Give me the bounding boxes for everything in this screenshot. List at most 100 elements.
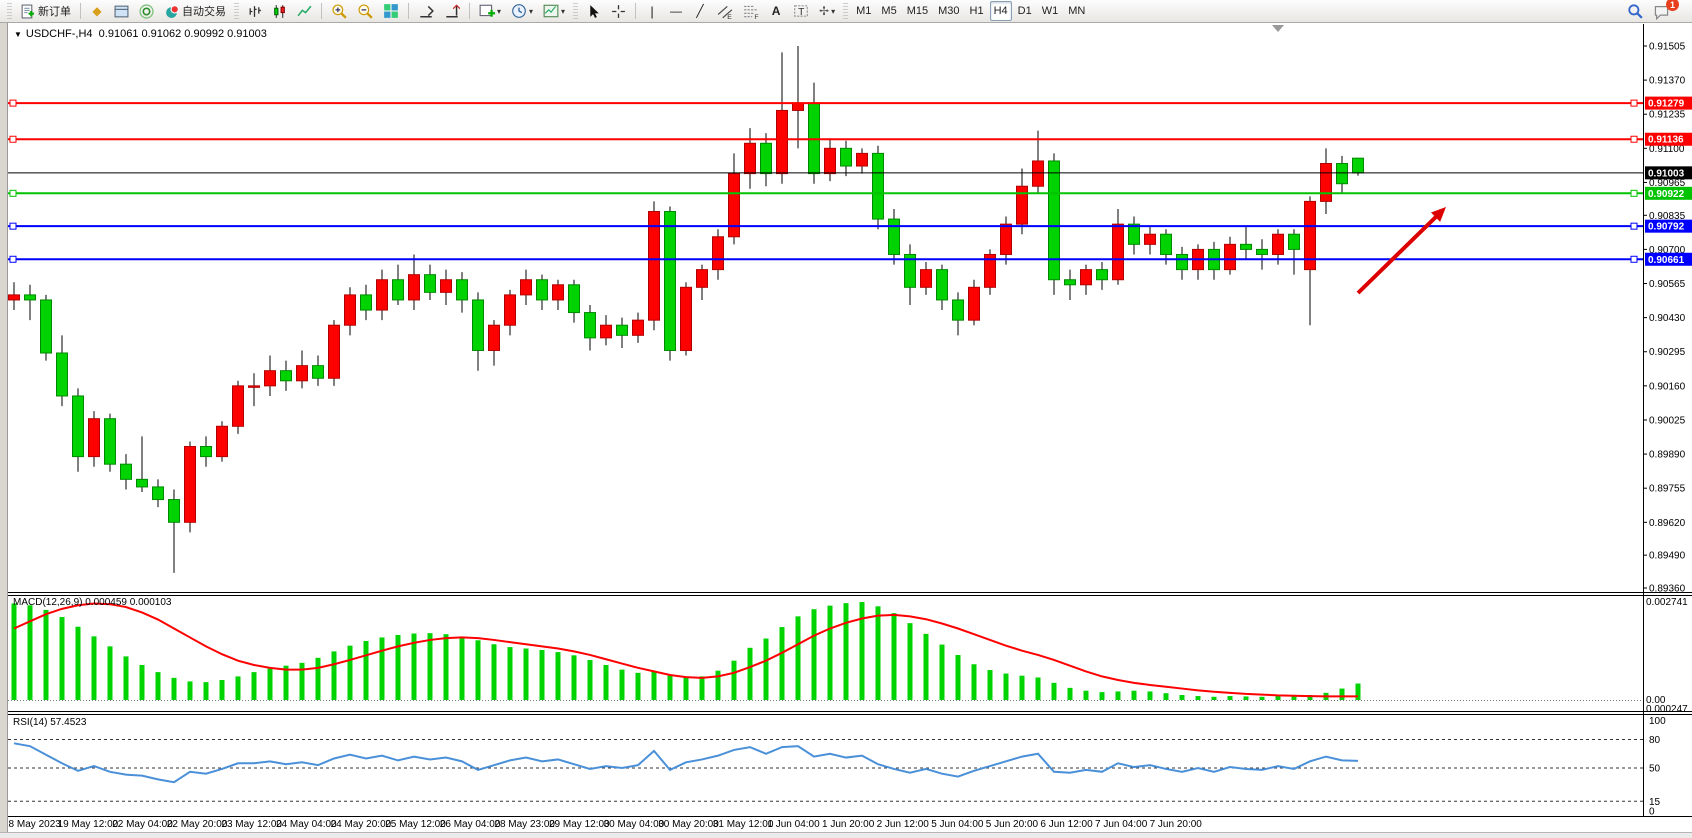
- price-line-0.91003[interactable]: 0.91003: [4, 166, 1692, 180]
- fibo-tool-button[interactable]: F: [739, 1, 763, 21]
- toolbar-grip: [234, 3, 239, 19]
- svg-text:28 May 23:00: 28 May 23:00: [494, 819, 555, 830]
- svg-text:5 Jun 04:00: 5 Jun 04:00: [931, 819, 984, 830]
- pane-frames: [0, 24, 1692, 817]
- timeframe-button-m1[interactable]: M1: [856, 5, 872, 17]
- signals-icon[interactable]: [135, 1, 158, 21]
- toolbar-separator: [408, 3, 409, 19]
- chart-shift-button[interactable]: [440, 1, 464, 21]
- svg-text:1 Jun 04:00: 1 Jun 04:00: [767, 819, 820, 830]
- svg-text:80: 80: [1649, 735, 1661, 746]
- price-line-0.91279[interactable]: 0.91279: [4, 96, 1692, 110]
- svg-text:0.90792: 0.90792: [1648, 222, 1685, 233]
- svg-text:30 May 20:00: 30 May 20:00: [658, 819, 719, 830]
- svg-text:E: E: [727, 14, 732, 19]
- toolbar-grip: [7, 3, 12, 19]
- rsi-indicator-label: RSI(14) 57.4523: [13, 717, 86, 728]
- trend-arrow-annotation[interactable]: [1356, 207, 1446, 295]
- svg-text:0.00: 0.00: [1646, 695, 1666, 706]
- toolbar-separator: [321, 3, 322, 19]
- svg-text:0.89490: 0.89490: [1649, 551, 1686, 562]
- timeframe-button-h1[interactable]: H1: [969, 5, 984, 17]
- svg-text:0.90295: 0.90295: [1649, 347, 1686, 358]
- bar-chart-icon[interactable]: [243, 1, 266, 21]
- svg-text:0.91003: 0.91003: [1648, 168, 1685, 179]
- svg-text:0.89890: 0.89890: [1649, 450, 1686, 461]
- arrows-tool-button[interactable]: ✢ ▾: [819, 4, 836, 18]
- svg-text:0.91100: 0.91100: [1649, 144, 1685, 155]
- crosshair-tool-button[interactable]: [607, 1, 630, 21]
- chat-icon[interactable]: 1: [1649, 0, 1679, 21]
- main-toolbar: 新订单 ◆ 自动交易 ▾ ▾ ▾ | — ╱ E F A T ✢ ▾ M1 M5 M15 M30 H1 H4 D1 W1 MN…: [0, 0, 1692, 23]
- timeframe-button-mn[interactable]: MN: [1068, 5, 1086, 17]
- market-watch-icon[interactable]: [110, 1, 133, 21]
- zoom-in-button[interactable]: [327, 1, 351, 21]
- timeframe-button-m5[interactable]: M5: [881, 5, 897, 17]
- svg-text:0.90700: 0.90700: [1649, 245, 1686, 256]
- price-line-0.90922[interactable]: 0.90922: [4, 186, 1692, 200]
- toolbar-separator: [635, 3, 637, 19]
- indicators-button[interactable]: ▾: [475, 1, 505, 21]
- macd-pane: 0.002741 0.000.000247: [8, 597, 1688, 715]
- svg-text:0.89755: 0.89755: [1649, 484, 1686, 495]
- timeframe-button-h4[interactable]: H4: [989, 1, 1012, 21]
- autotrading-label: 自动交易: [182, 6, 226, 18]
- timeframe-button-w1[interactable]: W1: [1041, 5, 1059, 17]
- autotrading-button[interactable]: 自动交易: [160, 1, 230, 21]
- timeframe-button-m30[interactable]: M30: [938, 5, 960, 17]
- svg-text:26 May 04:00: 26 May 04:00: [440, 819, 501, 830]
- svg-text:100: 100: [1649, 716, 1666, 727]
- trendline-tool-button[interactable]: ╱: [696, 4, 704, 18]
- timeframe-group: M1 M5 M15 M30 H1 H4 D1 W1 MN: [851, 1, 1090, 21]
- svg-text:0.91235: 0.91235: [1649, 110, 1686, 121]
- gold-seal-icon[interactable]: ◆: [92, 4, 102, 18]
- chart-symbol-title: USDCHF-,H4: [25, 28, 93, 40]
- templates-button[interactable]: ▾: [539, 1, 569, 21]
- timeframe-button-d1[interactable]: D1: [1017, 5, 1032, 17]
- svg-text:0.90160: 0.90160: [1649, 381, 1686, 392]
- new-order-button[interactable]: 新订单: [16, 1, 75, 21]
- toolbar-separator: [80, 3, 81, 19]
- text-tool-button[interactable]: A: [771, 4, 781, 18]
- svg-text:0.90965: 0.90965: [1649, 178, 1686, 189]
- tile-windows-button[interactable]: [379, 1, 403, 21]
- zoom-out-button[interactable]: [353, 1, 377, 21]
- svg-text:5 Jun 20:00: 5 Jun 20:00: [986, 819, 1039, 830]
- periods-button[interactable]: ▾: [507, 1, 537, 21]
- svg-text:0.89360: 0.89360: [1649, 583, 1686, 594]
- rsi-value: 57.4523: [50, 717, 87, 728]
- price-line-0.91136[interactable]: 0.91136: [4, 132, 1692, 146]
- svg-text:24 May 20:00: 24 May 20:00: [331, 819, 392, 830]
- svg-text:T: T: [798, 7, 805, 18]
- svg-text:7 Jun 04:00: 7 Jun 04:00: [1095, 819, 1148, 830]
- timeframe-button-m15[interactable]: M15: [906, 5, 929, 17]
- svg-text:2 Jun 12:00: 2 Jun 12:00: [877, 819, 930, 830]
- price-line-0.90661[interactable]: 0.90661: [4, 252, 1692, 266]
- auto-scroll-button[interactable]: [414, 1, 438, 21]
- svg-text:0.90430: 0.90430: [1649, 313, 1686, 324]
- macd-values: 0.000459 0.000103: [85, 597, 172, 608]
- price-line-0.90792[interactable]: 0.90792: [4, 219, 1692, 233]
- toolbar-right-group: 1: [1622, 0, 1688, 21]
- channel-tool-button[interactable]: E: [713, 1, 737, 21]
- svg-text:0.91136: 0.91136: [1648, 135, 1684, 146]
- toolbar-grip: [573, 3, 579, 19]
- chart-menu-dropdown-icon[interactable]: ▼: [14, 30, 22, 39]
- svg-text:30 May 04:00: 30 May 04:00: [604, 819, 665, 830]
- svg-text:0: 0: [1649, 807, 1655, 818]
- candlestick-chart-icon[interactable]: [268, 1, 291, 21]
- window-left-edge: [0, 23, 8, 832]
- label-tool-button[interactable]: T: [789, 1, 813, 21]
- hline-tool-button[interactable]: —: [670, 4, 683, 18]
- svg-text:0.91279: 0.91279: [1648, 99, 1685, 110]
- search-icon[interactable]: [1623, 1, 1647, 21]
- cursor-tool-button[interactable]: [582, 1, 605, 21]
- chart-header: ▼ USDCHF-,H4 0.91061 0.91062 0.90992 0.91…: [14, 28, 267, 40]
- svg-text:0.89620: 0.89620: [1649, 518, 1686, 529]
- notification-badge: 1: [1666, 0, 1679, 11]
- line-chart-icon[interactable]: [293, 1, 316, 21]
- vline-tool-button[interactable]: |: [650, 3, 654, 19]
